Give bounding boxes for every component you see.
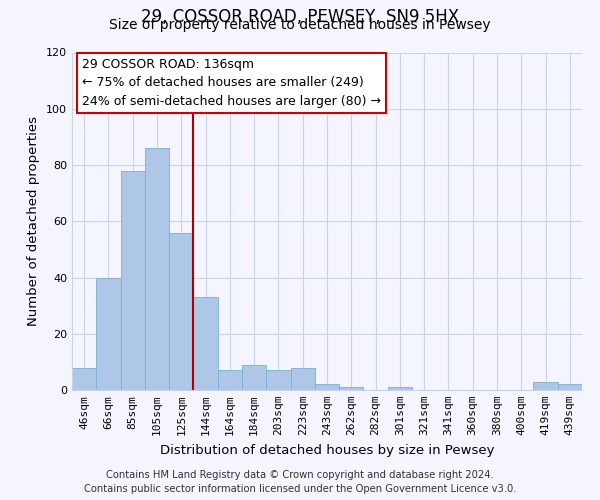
Bar: [218, 370, 242, 390]
Bar: [193, 297, 218, 390]
Bar: [121, 170, 145, 390]
X-axis label: Distribution of detached houses by size in Pewsey: Distribution of detached houses by size …: [160, 444, 494, 456]
Bar: [290, 368, 315, 390]
Bar: [388, 387, 412, 390]
Bar: [145, 148, 169, 390]
Text: 29, COSSOR ROAD, PEWSEY, SN9 5HX: 29, COSSOR ROAD, PEWSEY, SN9 5HX: [141, 8, 459, 26]
Bar: [533, 382, 558, 390]
Bar: [242, 364, 266, 390]
Bar: [96, 278, 121, 390]
Bar: [558, 384, 582, 390]
Text: Contains HM Land Registry data © Crown copyright and database right 2024.
Contai: Contains HM Land Registry data © Crown c…: [84, 470, 516, 494]
Bar: [72, 368, 96, 390]
Bar: [315, 384, 339, 390]
Text: 29 COSSOR ROAD: 136sqm
← 75% of detached houses are smaller (249)
24% of semi-de: 29 COSSOR ROAD: 136sqm ← 75% of detached…: [82, 58, 381, 108]
Y-axis label: Number of detached properties: Number of detached properties: [28, 116, 40, 326]
Bar: [169, 232, 193, 390]
Bar: [339, 387, 364, 390]
Bar: [266, 370, 290, 390]
Text: Size of property relative to detached houses in Pewsey: Size of property relative to detached ho…: [109, 18, 491, 32]
